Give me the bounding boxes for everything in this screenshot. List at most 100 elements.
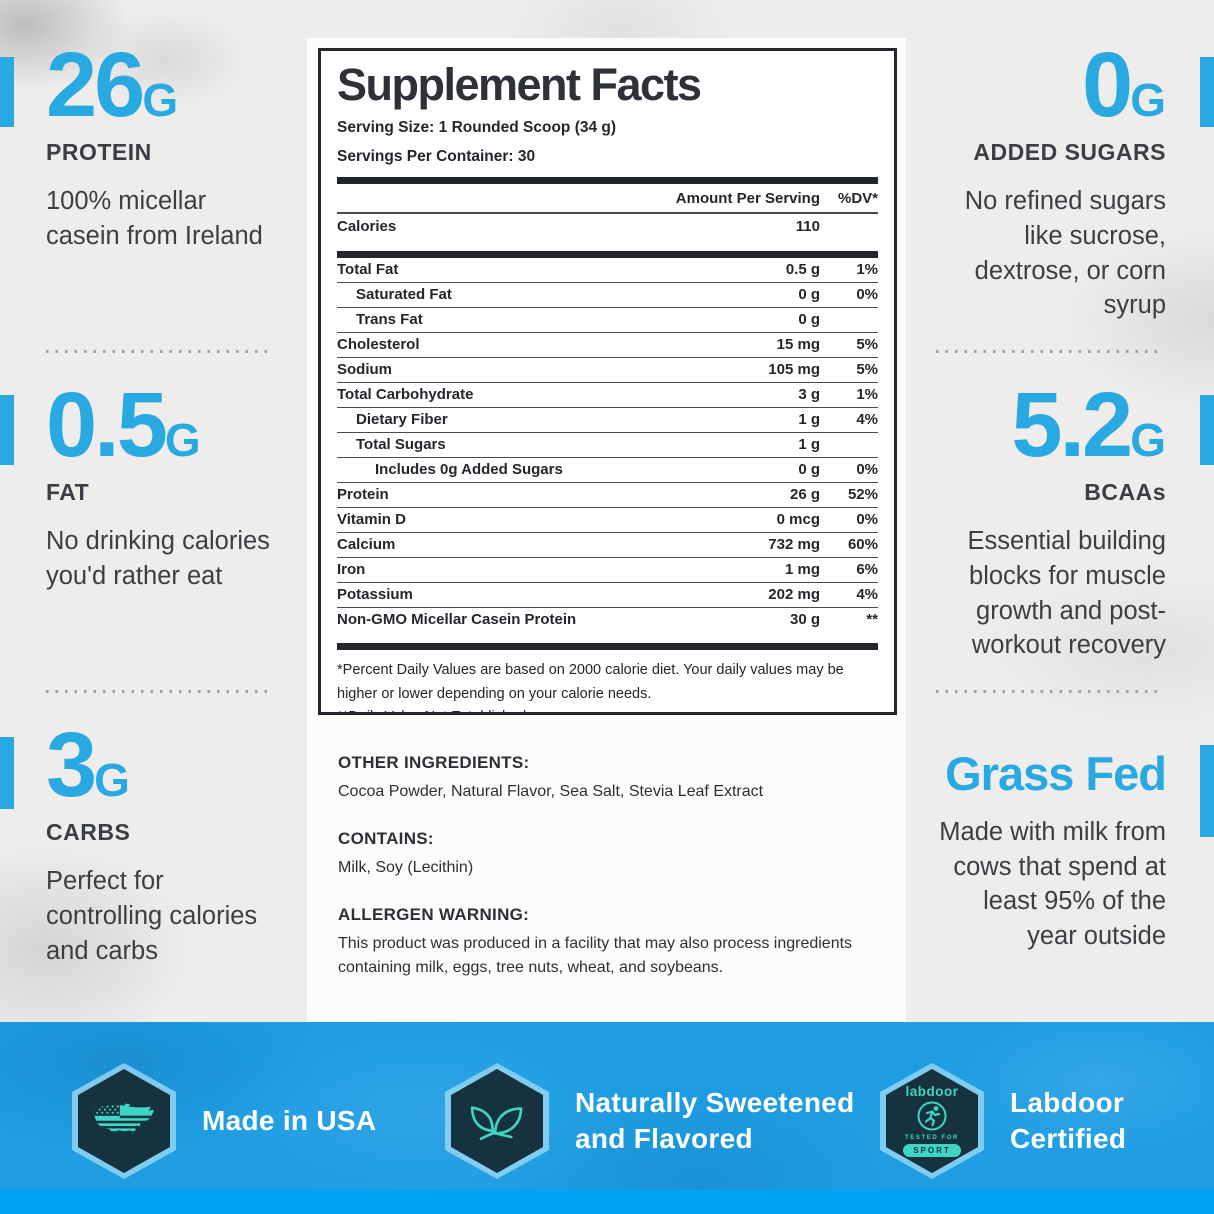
nutrient-label: Total Fat xyxy=(337,261,399,279)
thick-rule xyxy=(337,177,878,185)
stat-label: ADDED SUGARS xyxy=(973,139,1166,166)
stat-label: PROTEIN xyxy=(46,139,152,166)
nutrient-daily-value: ** xyxy=(866,611,878,629)
nutrient-label: Includes 0g Added Sugars xyxy=(375,461,563,479)
nutrient-daily-value: 4% xyxy=(856,411,878,429)
nutrition-row: Total Carbohydrate 3 g 1% xyxy=(337,382,878,407)
left-accent-strip-1 xyxy=(0,57,14,127)
right-accent-strip-3 xyxy=(1200,745,1214,837)
nutrient-label: Non-GMO Micellar Casein Protein xyxy=(337,611,577,629)
badge-label: Made in USA xyxy=(202,1105,377,1137)
left-accent-strip-3 xyxy=(0,737,14,809)
stat-value: 0G xyxy=(1082,34,1166,136)
nutrient-daily-value: 4% xyxy=(856,586,878,604)
footnote-dv-not-established: **Daily Value Not Established xyxy=(337,706,878,712)
stat-value: 3G xyxy=(46,714,130,816)
nutrition-row: Sodium 105 mg 5% xyxy=(337,357,878,382)
runner-icon xyxy=(917,1101,947,1131)
nutrition-row: Non-GMO Micellar Casein Protein 30 g ** xyxy=(337,607,878,632)
usa-map-icon xyxy=(93,1103,154,1135)
nutrient-amount: 1 g xyxy=(798,436,820,454)
hexagon-badge xyxy=(72,1063,176,1179)
tested-for-text: TESTED FOR xyxy=(904,1134,959,1141)
nutrient-label: Vitamin D xyxy=(337,511,406,529)
dotted-separator xyxy=(936,350,1164,353)
nutrient-daily-value: 5% xyxy=(856,361,878,379)
contains-body: Milk, Soy (Lecithin) xyxy=(338,859,474,876)
nutrient-amount: 202 mg xyxy=(768,586,820,604)
nutrition-row: Potassium 202 mg 4% xyxy=(337,582,878,607)
nutrient-daily-value: 0% xyxy=(856,286,878,304)
nutrient-amount: 15 mg xyxy=(776,336,820,354)
nutrient-daily-value: 5% xyxy=(856,336,878,354)
nutrition-row: Total Sugars 1 g xyxy=(337,432,878,457)
supplement-facts-panel: Supplement Facts Serving Size: 1 Rounded… xyxy=(318,48,897,715)
servings-per-container: Servings Per Container: 30 xyxy=(337,148,536,166)
nutrient-label: Dietary Fiber xyxy=(356,411,448,429)
stat-description: No refined sugars like sucrose, dextrose… xyxy=(964,187,1166,320)
allergen-warning-heading: ALLERGEN WARNING: xyxy=(338,905,530,924)
nutrition-header-row: Amount Per Serving %DV* xyxy=(337,184,878,214)
nutrition-row: Includes 0g Added Sugars 0 g 0% xyxy=(337,457,878,482)
center-panel-column: Supplement Facts Serving Size: 1 Rounded… xyxy=(307,38,906,1024)
stat-description: 100% micellar casein from Ireland xyxy=(46,187,263,251)
nutrient-amount: 26 g xyxy=(789,486,820,504)
stat-description: Perfect for controlling calories and car… xyxy=(46,867,258,965)
nutrient-label: Trans Fat xyxy=(356,311,423,329)
right-accent-strip-1 xyxy=(1200,57,1214,127)
nutrient-amount: 0.5 g xyxy=(785,261,820,279)
nutrient-label: Total Carbohydrate xyxy=(337,386,474,404)
percent-dv-header: %DV* xyxy=(837,190,878,208)
footnotes: *Percent Daily Values are based on 2000 … xyxy=(337,659,878,712)
badge-naturally-sweetened: Naturally Sweetened and Flavored xyxy=(445,1063,855,1179)
nutrient-amount: 105 mg xyxy=(768,361,820,379)
stat-description: No drinking calories you'd rather eat xyxy=(46,527,270,591)
leaves-icon xyxy=(470,1106,523,1141)
nutrient-daily-value: 1% xyxy=(856,261,878,279)
stat-label: FAT xyxy=(46,479,90,506)
thick-rule xyxy=(337,643,878,651)
badge-made-in-usa: Made in USA xyxy=(72,1063,376,1179)
stat-description: Essential building blocks for muscle gro… xyxy=(967,527,1166,660)
nutrient-amount: 30 g xyxy=(789,611,820,629)
thick-rule xyxy=(337,251,878,259)
nutrient-daily-value: 0% xyxy=(856,461,878,479)
nutrient-label: Potassium xyxy=(337,586,413,604)
nutrient-label: Total Sugars xyxy=(356,436,446,454)
nutrition-rows: Total Fat 0.5 g 1% Saturated Fat 0 g 0% … xyxy=(337,258,878,632)
right-accent-strip-2 xyxy=(1200,395,1214,465)
stat-value: 0.5G xyxy=(46,374,201,476)
stat-description: Made with milk from cows that spend at l… xyxy=(939,818,1166,951)
ingredients-section: OTHER INGREDIENTS: Cocoa Powder, Natural… xyxy=(318,728,878,980)
stat-value: 26G xyxy=(46,34,179,136)
dotted-separator xyxy=(46,350,274,353)
sport-pill: SPORT xyxy=(903,1143,961,1157)
footnote-daily-values: *Percent Daily Values are based on 2000 … xyxy=(337,662,844,702)
stat-label: BCAAs xyxy=(1084,479,1166,506)
calories-row: Calories 110 xyxy=(337,213,878,240)
nutrient-amount: 3 g xyxy=(798,386,820,404)
nutrient-daily-value: 52% xyxy=(847,486,878,504)
nutrition-row: Saturated Fat 0 g 0% xyxy=(337,282,878,307)
nutrition-row: Cholesterol 15 mg 5% xyxy=(337,332,878,357)
amount-per-serving-header: Amount Per Serving xyxy=(675,190,820,208)
left-accent-strip-2 xyxy=(0,395,14,465)
other-ingredients-body: Cocoa Powder, Natural Flavor, Sea Salt, … xyxy=(338,783,764,800)
nutrient-label: Sodium xyxy=(337,361,392,379)
nutrition-row: Dietary Fiber 1 g 4% xyxy=(337,407,878,432)
calories-label: Calories xyxy=(337,218,397,236)
labdoor-logo-text: labdoor xyxy=(905,1084,959,1100)
nutrient-label: Protein xyxy=(337,486,389,504)
hexagon-badge xyxy=(445,1063,549,1179)
nutrient-daily-value: 6% xyxy=(856,561,878,579)
labdoor-sport-icon: labdoor TESTED FOR SPORT xyxy=(886,1069,978,1173)
nutrient-amount: 0 mcg xyxy=(776,511,820,529)
dotted-separator xyxy=(936,690,1164,693)
other-ingredients-heading: OTHER INGREDIENTS: xyxy=(338,753,530,772)
nutrition-row: Iron 1 mg 6% xyxy=(337,557,878,582)
calories-value: 110 xyxy=(795,218,820,236)
nutrient-amount: 1 mg xyxy=(784,561,820,579)
nutrient-daily-value: 0% xyxy=(856,511,878,529)
badge-label: Naturally Sweetened and Flavored xyxy=(575,1087,855,1154)
